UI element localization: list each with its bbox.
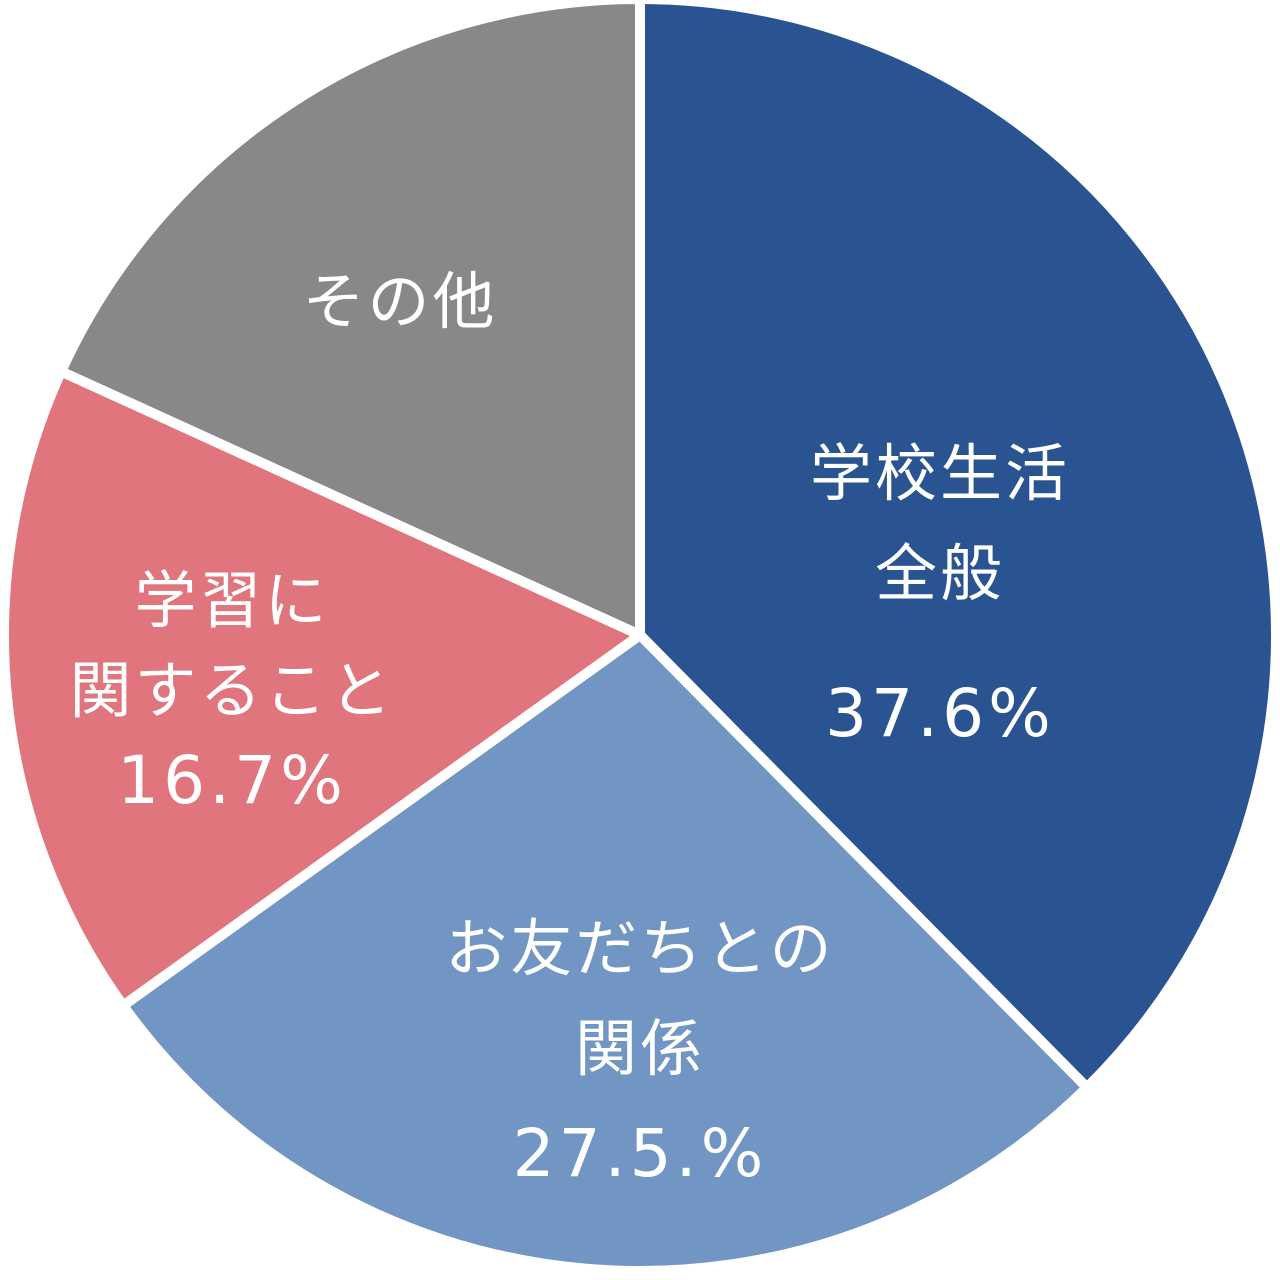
slice-value-friends: 27.5.%	[513, 1115, 768, 1192]
slice-label-friends-line-1: 関係	[575, 1012, 705, 1085]
pie-slice-other	[56, 0, 645, 640]
pie-slice-friends	[118, 630, 1092, 1276]
pie-slice-school-life	[635, 0, 1280, 1093]
slice-label-school-life-line-0: 学校生活	[810, 437, 1070, 510]
slice-label-other-line-0: その他	[302, 265, 497, 338]
slice-label-school-life-line-1: 全般	[875, 537, 1005, 610]
slice-value-study: 16.7%	[117, 742, 347, 819]
slice-value-school-life: 37.6%	[825, 675, 1055, 752]
pie-slice-study	[0, 366, 645, 1011]
slice-label-friends-line-0: お友だちとの	[445, 912, 834, 985]
slice-label-study-line-0: 学習に	[134, 564, 329, 637]
slice-label-study-line-1: 関すること	[69, 654, 394, 727]
